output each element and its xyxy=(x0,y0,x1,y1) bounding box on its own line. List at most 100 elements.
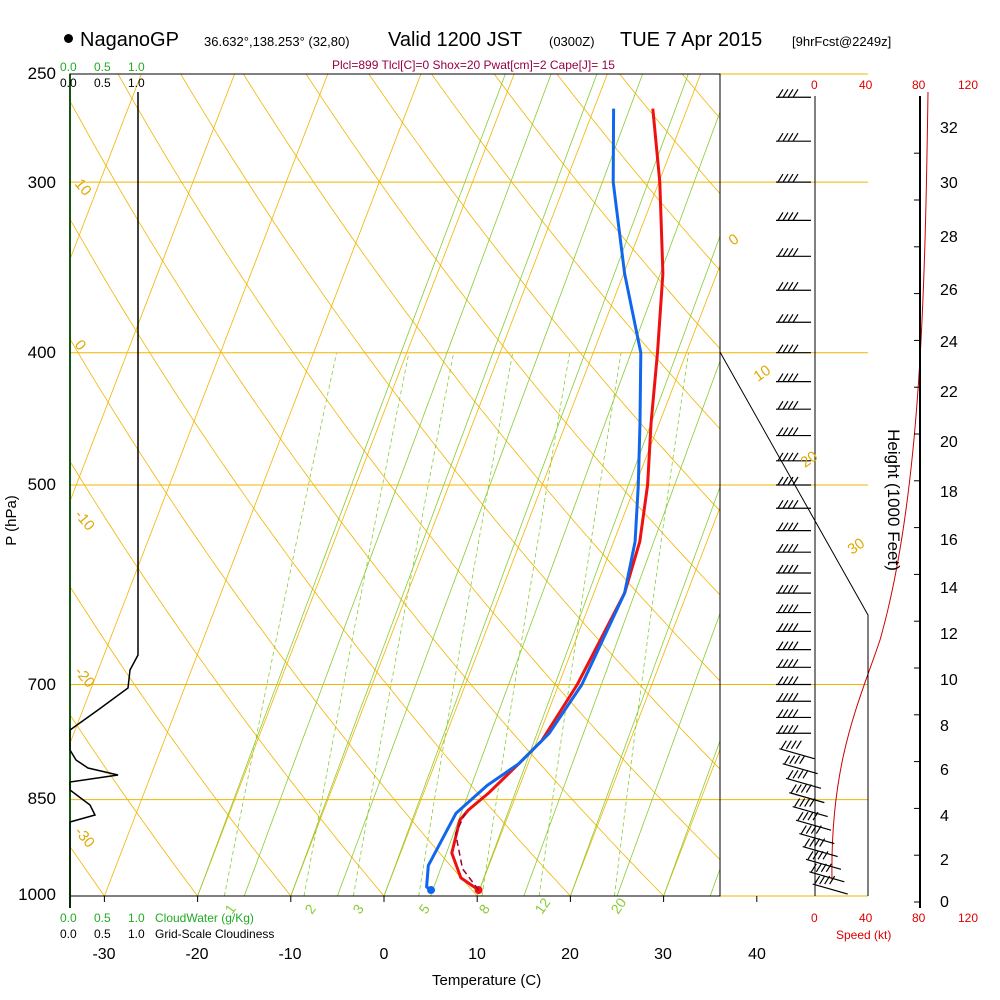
wind-barb xyxy=(776,212,811,221)
height-tick-label: 4 xyxy=(940,808,949,825)
wind-barb-feather xyxy=(782,709,789,718)
wind-barb-staff xyxy=(812,883,848,895)
wind-barb-feather xyxy=(782,584,789,594)
wind-barb-feather xyxy=(790,740,797,749)
wind-barb-feather xyxy=(792,709,799,718)
height-tick-label: 0 xyxy=(940,894,949,911)
temp-tick-label: -20 xyxy=(185,946,209,963)
dry-adiabat-line xyxy=(305,74,720,596)
wind-barb-feather xyxy=(824,875,831,885)
wind-barb-feather xyxy=(792,522,799,531)
dry-adiabat-line xyxy=(180,74,720,770)
dry-adiabat-line xyxy=(70,338,478,896)
temp-tick-label: 40 xyxy=(748,946,766,963)
wind-barb-feather xyxy=(787,212,794,221)
wind-barb-feather xyxy=(805,784,812,793)
wind-barb-feather xyxy=(792,427,799,436)
wind-barb-feather xyxy=(782,132,789,142)
wind-barb-feather xyxy=(787,344,794,354)
wind-barb-feather xyxy=(797,770,804,779)
wind-barb-feather xyxy=(777,88,784,98)
wind-barb-feather xyxy=(787,584,794,594)
wind-barb-feather xyxy=(777,709,784,718)
wind-barb-feather xyxy=(782,173,789,183)
wind-barb-feather xyxy=(804,798,811,807)
wind-barb-feather xyxy=(807,850,814,860)
wind-barb xyxy=(776,313,811,323)
wind-barb xyxy=(776,373,811,383)
wind-barb-feather xyxy=(794,755,801,765)
height-tick-label: 24 xyxy=(940,334,958,351)
wind-barb-feather xyxy=(777,173,784,183)
wind-barb-feather xyxy=(782,522,789,531)
height-tick-label: 32 xyxy=(940,120,958,137)
wind-barb-feather xyxy=(787,427,794,436)
wind-barb xyxy=(776,88,811,98)
valid-date: TUE 7 Apr 2015 xyxy=(620,29,763,51)
wind-barb-feather xyxy=(787,476,794,486)
wind-barb-feather xyxy=(787,452,794,462)
wind-barb xyxy=(776,173,811,183)
cloudwater-tick-bottom: 1.0 xyxy=(128,911,145,925)
wind-barb-feather xyxy=(792,641,799,650)
wind-barb xyxy=(776,564,811,574)
pressure-tick-label: 500 xyxy=(27,475,56,494)
wind-barb-feather xyxy=(782,659,789,668)
wind-barb-feather xyxy=(782,88,789,98)
wind-speed-tick-top: 40 xyxy=(859,78,873,92)
moist-adiabat-line xyxy=(663,739,720,896)
wind-barb-feather xyxy=(800,825,807,834)
wind-barb-feather xyxy=(780,740,787,749)
site-coords: 36.632°,138.253° (32,80) xyxy=(204,34,350,49)
wind-barb xyxy=(776,400,811,410)
wind-barb-feather xyxy=(792,373,799,382)
wind-barb-feather xyxy=(802,770,809,779)
surface-dewpoint-dot xyxy=(427,886,436,895)
temp-tick-label: 30 xyxy=(654,946,672,963)
isotherm-label: 20 xyxy=(798,448,821,471)
cloudwater-tick-top: 1.0 xyxy=(128,60,145,74)
wind-barb-feather xyxy=(787,692,794,702)
wind-barb-feather xyxy=(787,659,794,668)
height-tick-label: 2 xyxy=(940,852,949,869)
wind-barb-feather xyxy=(782,641,789,650)
wind-barb-feather xyxy=(787,709,794,718)
wind-barb-feather xyxy=(790,784,797,793)
wind-barb-feather xyxy=(792,584,799,594)
wind-barb xyxy=(776,659,811,668)
dry-adiabat-line xyxy=(70,585,292,896)
wind-barb-feather xyxy=(809,838,816,847)
wind-barb-feather xyxy=(795,740,802,749)
cloudwater-tick-top: 0.5 xyxy=(94,60,111,74)
site-marker-icon xyxy=(64,34,73,43)
wind-barb xyxy=(776,248,811,257)
wind-barb xyxy=(776,641,811,651)
height-tick-label: 18 xyxy=(940,484,958,501)
cloudiness-tick-top: 0.0 xyxy=(60,76,77,90)
wind-barb-feather xyxy=(777,522,784,531)
wind-barb-feather xyxy=(787,724,794,734)
moist-adiabat-line xyxy=(523,360,720,896)
wind-barb xyxy=(776,692,811,702)
cloudiness-profile-line xyxy=(69,92,139,908)
wind-barb-feather xyxy=(782,564,789,574)
wind-barb-feather xyxy=(777,623,784,632)
wind-barb-feather xyxy=(820,863,827,873)
wind-barb-staff xyxy=(782,763,818,775)
wind-barb-feather xyxy=(822,850,829,860)
isotherm-label: 30 xyxy=(845,535,868,558)
wind-barb-feather xyxy=(787,604,794,613)
wind-barb-feather xyxy=(777,248,784,257)
dry-adiabat-line xyxy=(70,460,385,896)
wind-barb-staff xyxy=(792,805,828,818)
wind-barb-feather xyxy=(792,770,799,779)
wind-barb-feather xyxy=(829,875,836,885)
dry-adiabat-line xyxy=(117,74,720,861)
dry-adiabat-line xyxy=(243,74,720,682)
wind-barb-feather xyxy=(782,212,789,221)
wind-barb xyxy=(776,724,811,734)
wind-barb-feather xyxy=(787,641,794,650)
wind-barb-feather xyxy=(787,623,794,632)
wind-barb-feather xyxy=(782,476,789,486)
stability-indices: Plcl=899 Tlcl[C]=0 Shox=20 Pwat[cm]=2 Ca… xyxy=(332,58,615,72)
